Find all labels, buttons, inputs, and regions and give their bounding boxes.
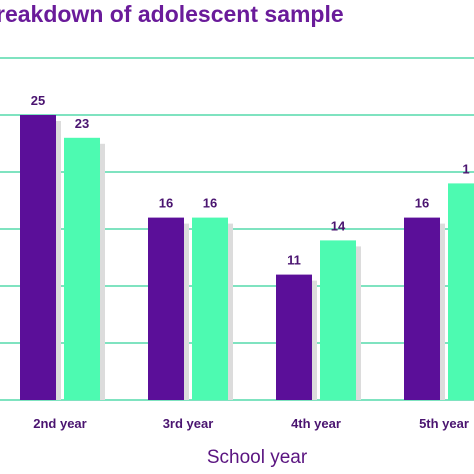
bar	[276, 274, 312, 400]
data-label: 11	[287, 253, 301, 268]
x-tick-label: 4th year	[291, 416, 341, 431]
data-label: 23	[75, 116, 89, 131]
bar	[64, 137, 100, 401]
data-label: 16	[203, 196, 217, 211]
data-labels: 25 23 16 16 11 14 16 1	[31, 93, 470, 268]
data-label: 16	[159, 196, 173, 211]
x-tick-label: 5th year	[419, 416, 469, 431]
bars	[20, 115, 474, 401]
x-axis-label: School year	[206, 447, 308, 468]
bar	[448, 183, 474, 400]
x-tick-labels: 2nd year 3rd year 4th year 5th year	[33, 416, 469, 431]
bar	[320, 240, 356, 400]
data-label: 14	[331, 218, 346, 233]
data-label: 25	[31, 93, 45, 108]
bar	[192, 217, 228, 400]
x-tick-label: 2nd year	[33, 416, 86, 431]
bar	[404, 217, 440, 400]
data-label: 16	[415, 196, 429, 211]
data-label: 1	[462, 161, 469, 176]
chart-title: reakdown of adolescent sample	[0, 1, 344, 27]
bar	[20, 115, 56, 400]
bar	[148, 217, 184, 400]
x-tick-label: 3rd year	[163, 416, 214, 431]
